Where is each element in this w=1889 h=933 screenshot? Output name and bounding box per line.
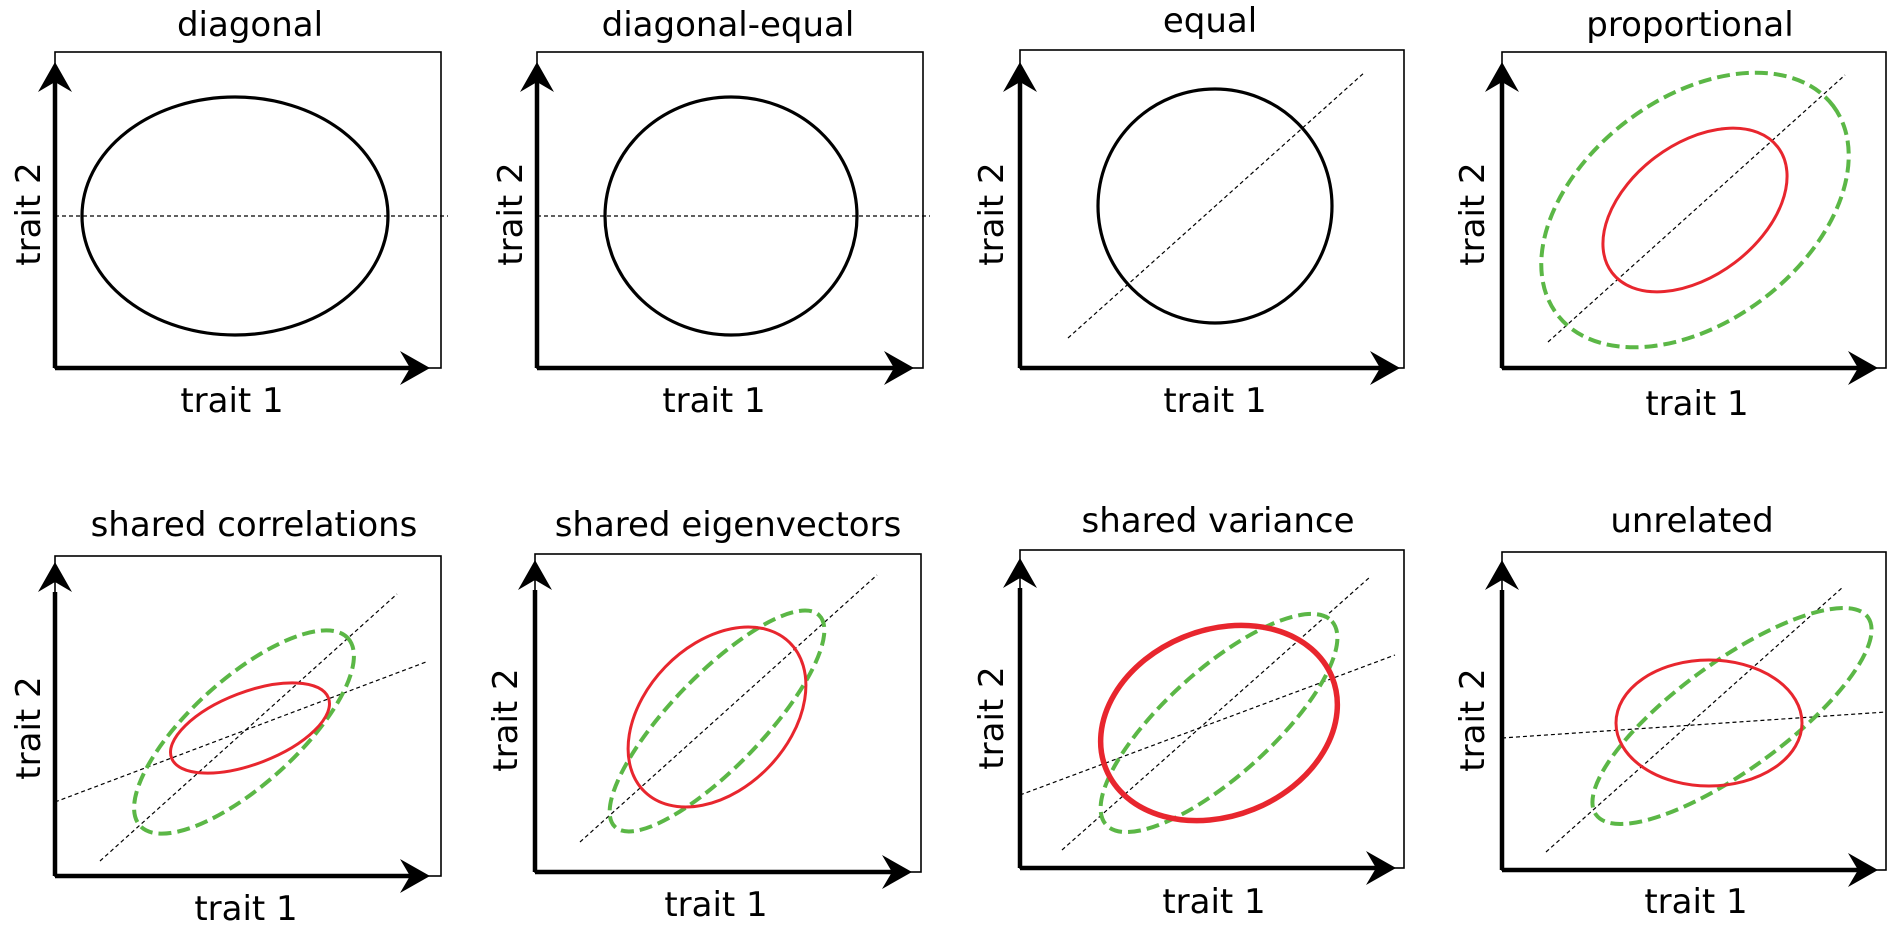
covariance-ellipse-inner bbox=[169, 681, 331, 775]
panel-frame bbox=[1019, 49, 1405, 369]
panel-proportional: proportional trait 1 trait 2 bbox=[1453, 5, 1887, 424]
x-axis-arrowhead bbox=[1848, 351, 1878, 385]
y-axis-arrowhead bbox=[1485, 560, 1519, 590]
y-axis-arrowhead bbox=[38, 62, 72, 92]
panel-title: diagonal-equal bbox=[602, 5, 855, 45]
panel-title: shared eigenvectors bbox=[555, 505, 902, 545]
principal-axis-line bbox=[1067, 71, 1366, 339]
x-axis-label: trait 1 bbox=[180, 381, 283, 421]
principal-axis-line bbox=[1545, 586, 1844, 853]
panel-diagonal: diagonal trait 1 trait 2 bbox=[9, 5, 448, 421]
covariance-ellipse-outer bbox=[132, 628, 356, 836]
y-axis-arrowhead bbox=[1485, 62, 1519, 92]
x-axis-label: trait 1 bbox=[1644, 882, 1747, 922]
panel-title: diagonal bbox=[177, 5, 323, 45]
principal-axis-line bbox=[99, 593, 398, 862]
x-axis-arrowhead bbox=[1370, 351, 1400, 385]
panel-title: shared variance bbox=[1081, 501, 1354, 541]
panel-shared-eigenvectors: shared eigenvectors trait 1 trait 2 bbox=[486, 505, 922, 925]
covariance-ellipse-outer bbox=[1590, 606, 1874, 826]
x-axis-arrowhead bbox=[400, 859, 430, 893]
y-axis-arrowhead bbox=[520, 62, 554, 92]
principal-axis-line bbox=[1547, 74, 1846, 343]
y-axis-label: trait 2 bbox=[9, 676, 49, 779]
y-axis-label: trait 2 bbox=[491, 162, 531, 265]
y-axis-arrowhead bbox=[1003, 62, 1037, 92]
panel-frame bbox=[534, 553, 922, 873]
panel-equal: equal trait 1 trait 2 bbox=[972, 1, 1405, 421]
x-axis-arrowhead bbox=[1848, 853, 1878, 887]
covariance-ellipse-inner bbox=[1097, 622, 1341, 824]
y-axis-label: trait 2 bbox=[1453, 162, 1493, 265]
panel-shared-correlations: shared correlations trait 1 trait 2 bbox=[9, 505, 442, 929]
y-axis-arrowhead bbox=[38, 562, 72, 592]
x-axis-label: trait 1 bbox=[194, 889, 297, 929]
panel-frame bbox=[54, 51, 442, 369]
panel-title: shared correlations bbox=[91, 505, 418, 545]
panel-title: unrelated bbox=[1610, 501, 1773, 541]
principal-axis-line bbox=[1061, 576, 1371, 851]
x-axis-label: trait 1 bbox=[1163, 381, 1266, 421]
y-axis-label: trait 2 bbox=[486, 668, 526, 771]
covariance-ellipse bbox=[1096, 87, 1334, 325]
y-axis-label: trait 2 bbox=[972, 666, 1012, 769]
x-axis-arrowhead bbox=[1366, 851, 1396, 885]
y-axis-arrowhead bbox=[1003, 558, 1037, 588]
covariance-ellipse-outer bbox=[1539, 70, 1851, 350]
y-axis-label: trait 2 bbox=[1453, 668, 1493, 771]
x-axis-arrowhead bbox=[882, 855, 912, 889]
panel-frame bbox=[54, 555, 442, 877]
x-axis-label: trait 1 bbox=[1645, 384, 1748, 424]
panel-title: proportional bbox=[1586, 5, 1793, 45]
y-axis-arrowhead bbox=[518, 560, 552, 590]
covariance-ellipse-outer bbox=[607, 608, 827, 834]
covariance-ellipse-inner bbox=[1601, 126, 1789, 294]
covariance-ellipse-inner bbox=[626, 625, 808, 809]
x-axis-label: trait 1 bbox=[662, 381, 765, 421]
secondary-axis-line bbox=[1501, 711, 1887, 739]
covariance-ellipse bbox=[80, 95, 390, 337]
panel-title: equal bbox=[1163, 1, 1257, 41]
y-axis-label: trait 2 bbox=[972, 162, 1012, 265]
secondary-axis-line bbox=[54, 661, 427, 803]
panel-unrelated: unrelated trait 1 trait 2 bbox=[1453, 501, 1887, 922]
y-axis-label: trait 2 bbox=[9, 162, 49, 265]
secondary-axis-line bbox=[1019, 654, 1396, 796]
covariance-ellipse bbox=[603, 95, 859, 337]
panel-diagonal-equal: diagonal-equal trait 1 trait 2 bbox=[491, 5, 930, 421]
covariance-ellipse-outer bbox=[1098, 611, 1340, 835]
covariance-ellipse-inner bbox=[1614, 658, 1804, 788]
x-axis-arrowhead bbox=[400, 351, 430, 385]
x-axis-arrowhead bbox=[884, 351, 914, 385]
x-axis-label: trait 1 bbox=[1162, 882, 1265, 922]
principal-axis-line bbox=[579, 574, 878, 843]
panel-shared-variance: shared variance trait 1 trait 2 bbox=[972, 501, 1405, 922]
x-axis-label: trait 1 bbox=[664, 885, 767, 925]
panel-frame bbox=[536, 51, 924, 369]
